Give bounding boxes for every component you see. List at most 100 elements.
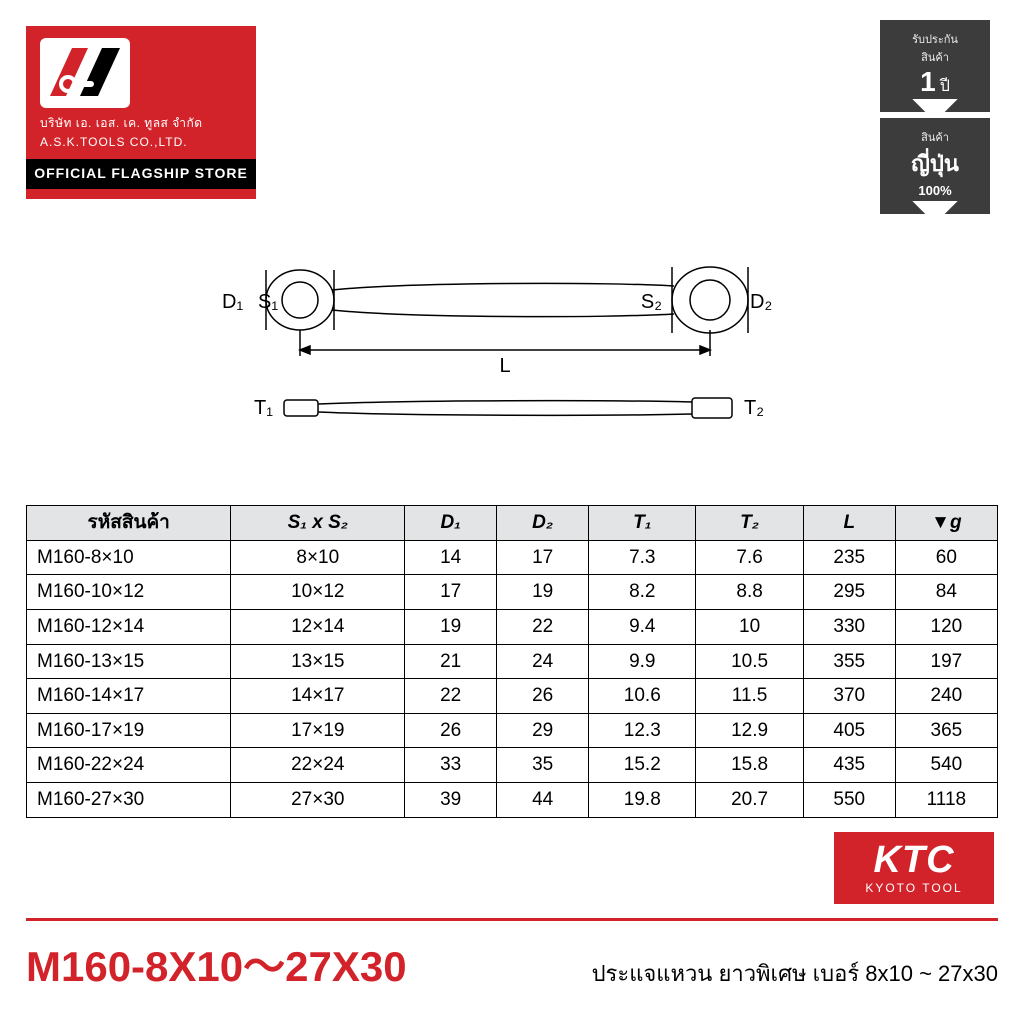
table-cell: 17×19 [231, 713, 405, 748]
warranty-big: 1ปี [886, 68, 984, 96]
table-cell: 14 [405, 540, 497, 575]
table-cell: 22 [497, 609, 589, 644]
japan-ribbon: สินค้า ญี่ปุ่น 100% [880, 118, 990, 214]
table-cell: 9.4 [589, 609, 696, 644]
ask-company-thai: บริษัท เอ. เอส. เค. ทูลส จำกัด [40, 114, 242, 133]
table-cell: 12.3 [589, 713, 696, 748]
ask-logo-red-panel: บริษัท เอ. เอส. เค. ทูลส จำกัด A.S.K.TOO… [26, 26, 256, 159]
table-cell: 10.6 [589, 679, 696, 714]
table-cell: M160-14×17 [27, 679, 231, 714]
ask-logomark-icon [40, 38, 130, 108]
warranty-ribbons: รับประกัน สินค้า 1ปี สินค้า ญี่ปุ่น 100% [880, 20, 990, 220]
table-cell: 27×30 [231, 783, 405, 818]
japan-pct: 100% [886, 183, 984, 198]
warranty-ribbon: รับประกัน สินค้า 1ปี [880, 20, 990, 112]
table-cell: 12.9 [696, 713, 803, 748]
bottom-bar: M160-8X10～27X30 ประแจแหวน ยาวพิเศษ เบอร์… [26, 918, 998, 994]
wrench-diagram-icon: D₁ S₁ D₂ S₂ L T₁ T₂ [210, 260, 810, 450]
wrench-dimension-diagram: D₁ S₁ D₂ S₂ L T₁ T₂ [210, 260, 810, 450]
diagram-label-d2: D₂ [750, 291, 772, 313]
table-cell: 44 [497, 783, 589, 818]
diagram-label-s2: S₂ [641, 291, 662, 313]
table-cell: 20.7 [696, 783, 803, 818]
diagram-label-s1: S₁ [258, 291, 278, 313]
table-row: M160-27×3027×30394419.820.75501118 [27, 783, 998, 818]
spec-col-header: S₁ x S₂ [231, 506, 405, 541]
table-row: M160-12×1412×1419229.410330120 [27, 609, 998, 644]
table-cell: 435 [803, 748, 895, 783]
table-cell: 550 [803, 783, 895, 818]
table-cell: 10×12 [231, 575, 405, 610]
table-cell: M160-13×15 [27, 644, 231, 679]
table-cell: 24 [497, 644, 589, 679]
table-cell: 21 [405, 644, 497, 679]
table-cell: 7.3 [589, 540, 696, 575]
table-cell: 19.8 [589, 783, 696, 818]
table-cell: 405 [803, 713, 895, 748]
warranty-unit: ปี [940, 78, 950, 95]
table-cell: 355 [803, 644, 895, 679]
table-cell: 29 [497, 713, 589, 748]
table-row: M160-17×1917×19262912.312.9405365 [27, 713, 998, 748]
ktc-logo-sub: KYOTO TOOL [865, 881, 962, 895]
table-cell: 15.8 [696, 748, 803, 783]
table-cell: 330 [803, 609, 895, 644]
spec-table-head: รหัสสินค้าS₁ x S₂D₁D₂T₁T₂L▼g [27, 506, 998, 541]
table-cell: 295 [803, 575, 895, 610]
table-row: M160-10×1210×1217198.28.829584 [27, 575, 998, 610]
table-cell: 370 [803, 679, 895, 714]
table-cell: 19 [405, 609, 497, 644]
table-cell: 11.5 [696, 679, 803, 714]
table-cell: 1118 [895, 783, 997, 818]
spec-col-header: D₂ [497, 506, 589, 541]
table-cell: 26 [497, 679, 589, 714]
spec-col-header: รหัสสินค้า [27, 506, 231, 541]
table-row: M160-22×2422×24333515.215.8435540 [27, 748, 998, 783]
official-flagship-label: OFFICIAL FLAGSHIP STORE [26, 159, 256, 189]
spec-col-header: T₂ [696, 506, 803, 541]
table-cell: M160-22×24 [27, 748, 231, 783]
warranty-number: 1 [920, 66, 936, 97]
table-row: M160-14×1714×17222610.611.5370240 [27, 679, 998, 714]
spec-col-header: D₁ [405, 506, 497, 541]
table-cell: 197 [895, 644, 997, 679]
table-cell: 120 [895, 609, 997, 644]
table-cell: M160-10×12 [27, 575, 231, 610]
ask-red-underline [26, 189, 256, 199]
table-cell: 17 [497, 540, 589, 575]
table-cell: 8×10 [231, 540, 405, 575]
table-cell: 10 [696, 609, 803, 644]
table-cell: M160-8×10 [27, 540, 231, 575]
table-cell: 17 [405, 575, 497, 610]
table-cell: 84 [895, 575, 997, 610]
ask-logo-mark [40, 38, 130, 108]
table-cell: 15.2 [589, 748, 696, 783]
warranty-line2: สินค้า [886, 48, 984, 66]
table-cell: 7.6 [696, 540, 803, 575]
table-cell: 33 [405, 748, 497, 783]
spec-table: รหัสสินค้าS₁ x S₂D₁D₂T₁T₂L▼g M160-8×108×… [26, 505, 998, 818]
diagram-label-d1: D₁ [222, 291, 243, 313]
table-cell: 26 [405, 713, 497, 748]
table-cell: 14×17 [231, 679, 405, 714]
table-cell: 8.2 [589, 575, 696, 610]
table-cell: 60 [895, 540, 997, 575]
table-cell: 10.5 [696, 644, 803, 679]
table-cell: 8.8 [696, 575, 803, 610]
ask-company-eng: A.S.K.TOOLS CO.,LTD. [40, 135, 242, 149]
diagram-label-l: L [499, 355, 510, 377]
table-cell: 35 [497, 748, 589, 783]
table-cell: M160-12×14 [27, 609, 231, 644]
ktc-logo-big: KTC [873, 841, 954, 879]
ask-logo-block: บริษัท เอ. เอส. เค. ทูลส จำกัด A.S.K.TOO… [26, 26, 256, 199]
table-cell: 22 [405, 679, 497, 714]
table-cell: 540 [895, 748, 997, 783]
table-cell: M160-17×19 [27, 713, 231, 748]
table-cell: 240 [895, 679, 997, 714]
table-cell: 9.9 [589, 644, 696, 679]
table-row: M160-8×108×1014177.37.623560 [27, 540, 998, 575]
product-description: ประแจแหวน ยาวพิเศษ เบอร์ 8x10 ~ 27x30 [592, 956, 998, 991]
table-cell: M160-27×30 [27, 783, 231, 818]
diagram-label-t1: T₁ [254, 397, 273, 419]
japan-line1: สินค้า [886, 128, 984, 146]
